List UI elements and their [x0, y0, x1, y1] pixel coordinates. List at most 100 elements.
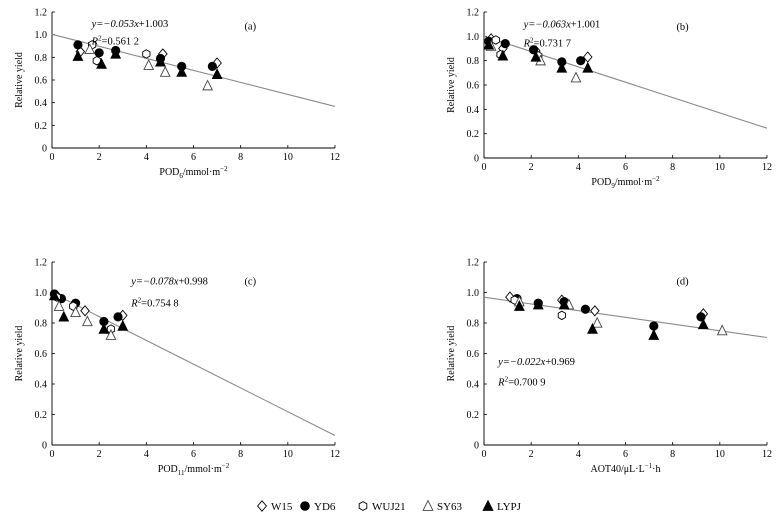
marker-circle-filled [73, 40, 83, 50]
marker-triangle-filled [72, 49, 84, 61]
marker-triangle-open [53, 300, 65, 311]
marker-triangle-filled [58, 310, 70, 322]
y-tick-label: 0.2 [35, 121, 48, 132]
equation-var: x [133, 19, 139, 30]
y-tick-label: 1.0 [467, 32, 480, 43]
marker-circle-filled [576, 56, 586, 66]
r-squared: R2=0.754 8 [130, 297, 178, 310]
x-tick-label: 0 [482, 449, 487, 460]
x-tick-label: 12 [762, 449, 772, 460]
legend-label: SY63 [437, 501, 463, 513]
marker-triangle-filled [497, 49, 509, 61]
x-tick-label: 8 [670, 162, 675, 173]
r-squared-value: =0.754 8 [141, 299, 178, 310]
x-tick-label: 8 [238, 449, 243, 460]
x-axis-label-sup: −2 [222, 462, 230, 470]
x-axis-label: POD6/mmol·m−2 [159, 165, 228, 180]
x-tick-label: 10 [283, 449, 293, 460]
marker-triangle-filled [110, 47, 122, 59]
marker-triangle-filled [697, 318, 709, 330]
r-squared-sup: 2 [505, 375, 509, 383]
marker-triangle-filled [483, 38, 495, 50]
chart-panel-c: 0 2 4 6 8 10 12 0 0.2 0.4 0.6 0.8 1.0 1.2 Relative yie… [14, 258, 340, 478]
equation-var: x [540, 357, 546, 368]
chart-panel-a: 0 2 4 6 8 10 12 0 0.2 0.4 0.6 0.8 1.0 1.2 Relative yie… [14, 8, 340, 181]
y-tick-label: 0.2 [467, 129, 480, 140]
legend: W15 YD6 WUJ21 SY63 LYPJ [257, 499, 522, 513]
y-tick-label: 0.6 [467, 349, 480, 360]
marker-circle-filled [649, 321, 659, 331]
marker-triangle-open [591, 316, 603, 328]
y-tick-label: 0.8 [35, 53, 48, 64]
y-tick-label: 0.6 [467, 81, 480, 92]
marker-triangle-filled [117, 319, 129, 331]
marker-triangle-open [570, 71, 582, 83]
legend-item-lypj: LYPJ [482, 499, 522, 513]
y-tick-label: 0 [474, 154, 479, 165]
equation-coef: y=−0.053 [91, 19, 134, 30]
series-lypj [513, 298, 709, 340]
r-squared-symbol: R [497, 377, 505, 388]
marker-triangle-filled [211, 68, 223, 79]
legend-item-sy63: SY63 [422, 499, 463, 513]
marker-triangle-filled [96, 57, 107, 69]
equation-coef: y=−0.063 [523, 19, 566, 30]
marker-triangle-open [84, 43, 96, 55]
y-tick-label: 0.4 [35, 380, 48, 391]
marker-circle-filled [207, 61, 217, 72]
equation-var: x [565, 19, 571, 30]
marker-diamond-open [590, 305, 600, 317]
legend-label: W15 [271, 501, 293, 513]
x-axis-label-unit: /mmol·m [185, 464, 222, 475]
regression-equation: y=−0.078x+0.998 [130, 277, 208, 288]
x-axis-label-sup: −1 [645, 462, 653, 470]
x-tick-label: 0 [50, 449, 55, 460]
x-tick-label: 0 [50, 152, 55, 163]
equation-intercept: +1.001 [571, 19, 601, 30]
r-squared-sup: 2 [138, 297, 142, 305]
x-axis-label-main: POD [159, 167, 179, 178]
r-squared-symbol: R [523, 38, 531, 49]
marker-circle-filled [113, 312, 123, 322]
x-axis-label: POD11/mmol·m−2 [158, 462, 230, 477]
x-tick-label: 12 [330, 449, 340, 460]
x-tick-label: 2 [529, 449, 534, 460]
r-squared-sup: 2 [530, 36, 534, 44]
x-axis-label-unit: /mmol·m [183, 167, 220, 178]
regression-equation: y=−0.053x+1.003 [91, 19, 169, 30]
y-tick-label: 0.8 [467, 319, 480, 330]
y-tick-label: 1.0 [35, 288, 48, 299]
x-axis-label-sup: −2 [652, 175, 660, 183]
marker-triangle-open [143, 59, 155, 70]
regression-equation: y=−0.022x+0.969 [497, 357, 575, 368]
x-tick-label: 8 [238, 152, 243, 163]
series-lypj [72, 47, 223, 79]
marker-triangle-filled [155, 55, 166, 67]
x-tick-label: 0 [482, 162, 487, 173]
y-tick-label: 0.6 [35, 349, 48, 360]
r-squared-symbol: R [130, 299, 138, 310]
y-tick-label: 0 [474, 441, 479, 452]
r-squared-value: =0.561 2 [102, 36, 139, 47]
r-squared: R2=0.731 7 [523, 36, 571, 49]
marker-triangle-filled [482, 499, 494, 511]
marker-triangle-filled [558, 298, 570, 310]
y-tick-label: 0.6 [35, 76, 48, 87]
series-wuj21 [87, 40, 151, 66]
x-axis-label: POD9/mmol·m−2 [591, 175, 660, 190]
x-tick-label: 6 [623, 449, 628, 460]
x-axis-label-main: POD [591, 177, 611, 188]
r-squared: R2=0.561 2 [91, 34, 139, 47]
series-sy63 [513, 295, 728, 336]
legend-label: LYPJ [497, 501, 522, 513]
r-squared-sup: 2 [98, 34, 102, 42]
marker-triangle-filled [648, 328, 660, 340]
y-tick-label: 1.2 [467, 8, 480, 19]
marker-hexagon-open [142, 49, 151, 59]
equation-intercept: +0.969 [545, 357, 575, 368]
regression-line [51, 292, 336, 437]
marker-diamond-open [257, 500, 267, 512]
marker-triangle-open [70, 306, 82, 317]
marker-triangle-filled [176, 65, 188, 77]
